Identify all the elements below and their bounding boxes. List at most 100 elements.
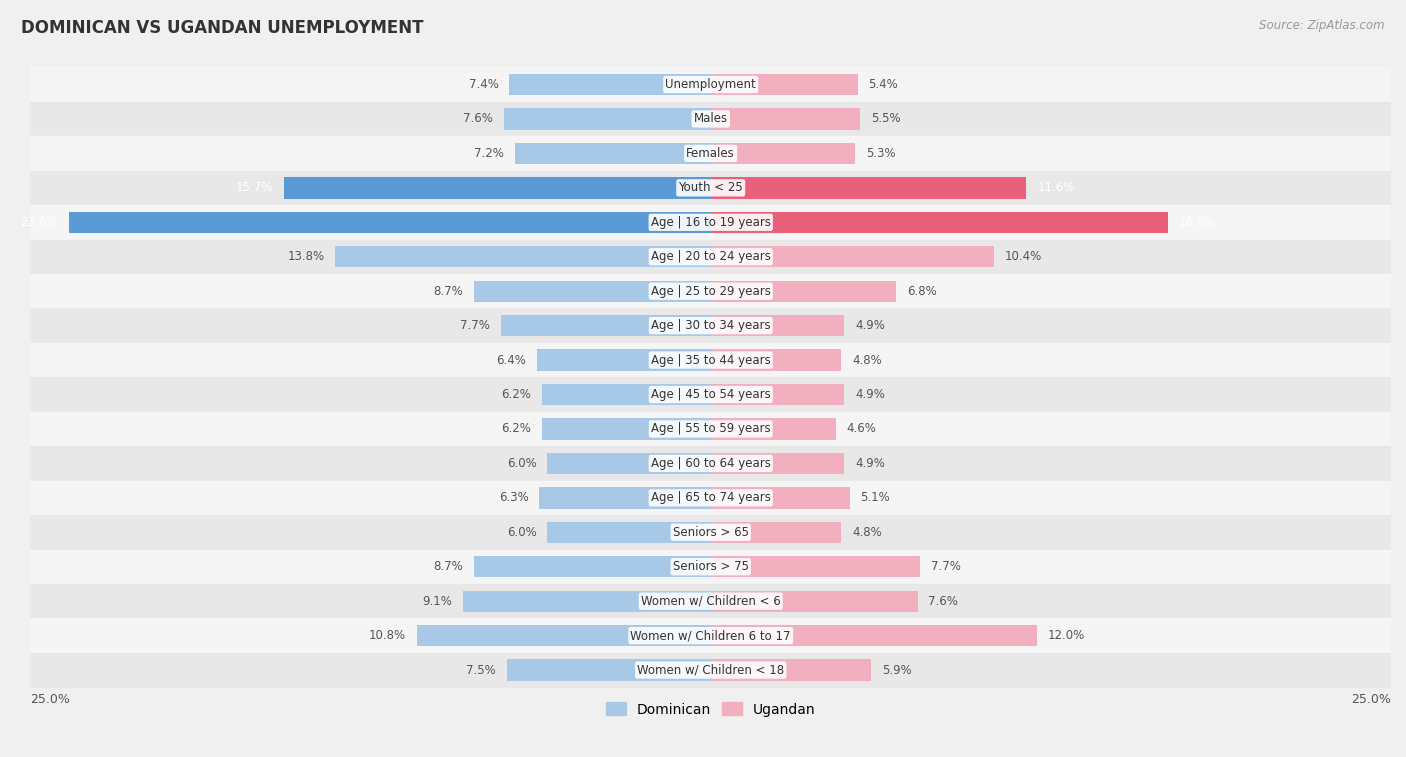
Text: 25.0%: 25.0% (31, 693, 70, 706)
Bar (463, 590, 710, 612)
Text: Seniors > 65: Seniors > 65 (672, 526, 749, 539)
Text: Age | 45 to 54 years: Age | 45 to 54 years (651, 388, 770, 401)
Bar (31, 584, 1391, 618)
Text: Age | 30 to 34 years: Age | 30 to 34 years (651, 319, 770, 332)
Bar (416, 625, 710, 646)
Text: DOMINICAN VS UGANDAN UNEMPLOYMENT: DOMINICAN VS UGANDAN UNEMPLOYMENT (21, 19, 423, 37)
Text: 4.9%: 4.9% (855, 388, 884, 401)
Text: 25.0%: 25.0% (1351, 693, 1391, 706)
Bar (506, 659, 710, 681)
Bar (515, 143, 710, 164)
Bar (474, 281, 710, 302)
Bar (31, 205, 1391, 239)
Bar (710, 556, 921, 578)
Text: Age | 65 to 74 years: Age | 65 to 74 years (651, 491, 770, 504)
Text: 13.8%: 13.8% (287, 251, 325, 263)
Bar (710, 590, 918, 612)
Text: 6.8%: 6.8% (907, 285, 936, 298)
Bar (710, 315, 844, 336)
Text: 6.2%: 6.2% (502, 388, 531, 401)
Text: 6.4%: 6.4% (496, 354, 526, 366)
Bar (31, 446, 1391, 481)
Bar (509, 74, 710, 95)
Bar (710, 143, 855, 164)
Bar (69, 212, 710, 233)
Bar (31, 653, 1391, 687)
Bar (31, 377, 1391, 412)
Text: 7.2%: 7.2% (474, 147, 503, 160)
Text: 7.7%: 7.7% (931, 560, 962, 573)
Bar (284, 177, 710, 198)
Bar (547, 453, 710, 474)
Bar (335, 246, 710, 267)
Bar (31, 101, 1391, 136)
Bar (31, 170, 1391, 205)
Bar (31, 550, 1391, 584)
Text: 6.0%: 6.0% (506, 526, 537, 539)
Text: 7.6%: 7.6% (928, 595, 959, 608)
Text: Age | 55 to 59 years: Age | 55 to 59 years (651, 422, 770, 435)
Text: 4.6%: 4.6% (846, 422, 877, 435)
Text: 5.9%: 5.9% (882, 664, 912, 677)
Bar (543, 384, 710, 405)
Text: 9.1%: 9.1% (422, 595, 453, 608)
Text: Women w/ Children < 18: Women w/ Children < 18 (637, 664, 785, 677)
Bar (710, 659, 872, 681)
Bar (31, 308, 1391, 343)
Text: 6.0%: 6.0% (506, 457, 537, 470)
Bar (540, 488, 710, 509)
Text: 4.8%: 4.8% (852, 354, 882, 366)
Bar (710, 281, 896, 302)
Text: 5.5%: 5.5% (872, 113, 901, 126)
Text: Women w/ Children 6 to 17: Women w/ Children 6 to 17 (630, 629, 792, 642)
Text: 6.3%: 6.3% (499, 491, 529, 504)
Bar (710, 522, 841, 543)
Text: Source: ZipAtlas.com: Source: ZipAtlas.com (1260, 19, 1385, 32)
Text: 4.9%: 4.9% (855, 319, 884, 332)
Bar (501, 315, 710, 336)
Text: Women w/ Children < 6: Women w/ Children < 6 (641, 595, 780, 608)
Bar (474, 556, 710, 578)
Text: 8.7%: 8.7% (433, 285, 463, 298)
Text: 23.6%: 23.6% (21, 216, 58, 229)
Bar (31, 515, 1391, 550)
Legend: Dominican, Ugandan: Dominican, Ugandan (600, 696, 821, 722)
Bar (710, 453, 844, 474)
Text: 6.2%: 6.2% (502, 422, 531, 435)
Text: Youth < 25: Youth < 25 (678, 182, 744, 195)
Text: 7.4%: 7.4% (468, 78, 499, 91)
Text: 7.7%: 7.7% (460, 319, 491, 332)
Bar (543, 419, 710, 440)
Text: 5.4%: 5.4% (869, 78, 898, 91)
Text: Age | 60 to 64 years: Age | 60 to 64 years (651, 457, 770, 470)
Bar (710, 74, 858, 95)
Text: Age | 20 to 24 years: Age | 20 to 24 years (651, 251, 770, 263)
Bar (710, 419, 837, 440)
Text: 4.8%: 4.8% (852, 526, 882, 539)
Bar (503, 108, 710, 129)
Bar (710, 108, 860, 129)
Text: 5.1%: 5.1% (860, 491, 890, 504)
Bar (31, 274, 1391, 308)
Bar (710, 350, 841, 371)
Bar (537, 350, 710, 371)
Bar (31, 618, 1391, 653)
Bar (547, 522, 710, 543)
Bar (31, 67, 1391, 101)
Bar (31, 481, 1391, 515)
Text: 15.7%: 15.7% (235, 182, 273, 195)
Text: 7.5%: 7.5% (465, 664, 496, 677)
Bar (710, 384, 844, 405)
Text: Age | 25 to 29 years: Age | 25 to 29 years (651, 285, 770, 298)
Text: Seniors > 75: Seniors > 75 (672, 560, 749, 573)
Text: Females: Females (686, 147, 735, 160)
Bar (710, 177, 1026, 198)
Bar (710, 246, 994, 267)
Text: 5.3%: 5.3% (866, 147, 896, 160)
Bar (710, 212, 1168, 233)
Bar (31, 136, 1391, 170)
Text: 7.6%: 7.6% (463, 113, 494, 126)
Bar (710, 488, 849, 509)
Bar (31, 412, 1391, 446)
Text: 4.9%: 4.9% (855, 457, 884, 470)
